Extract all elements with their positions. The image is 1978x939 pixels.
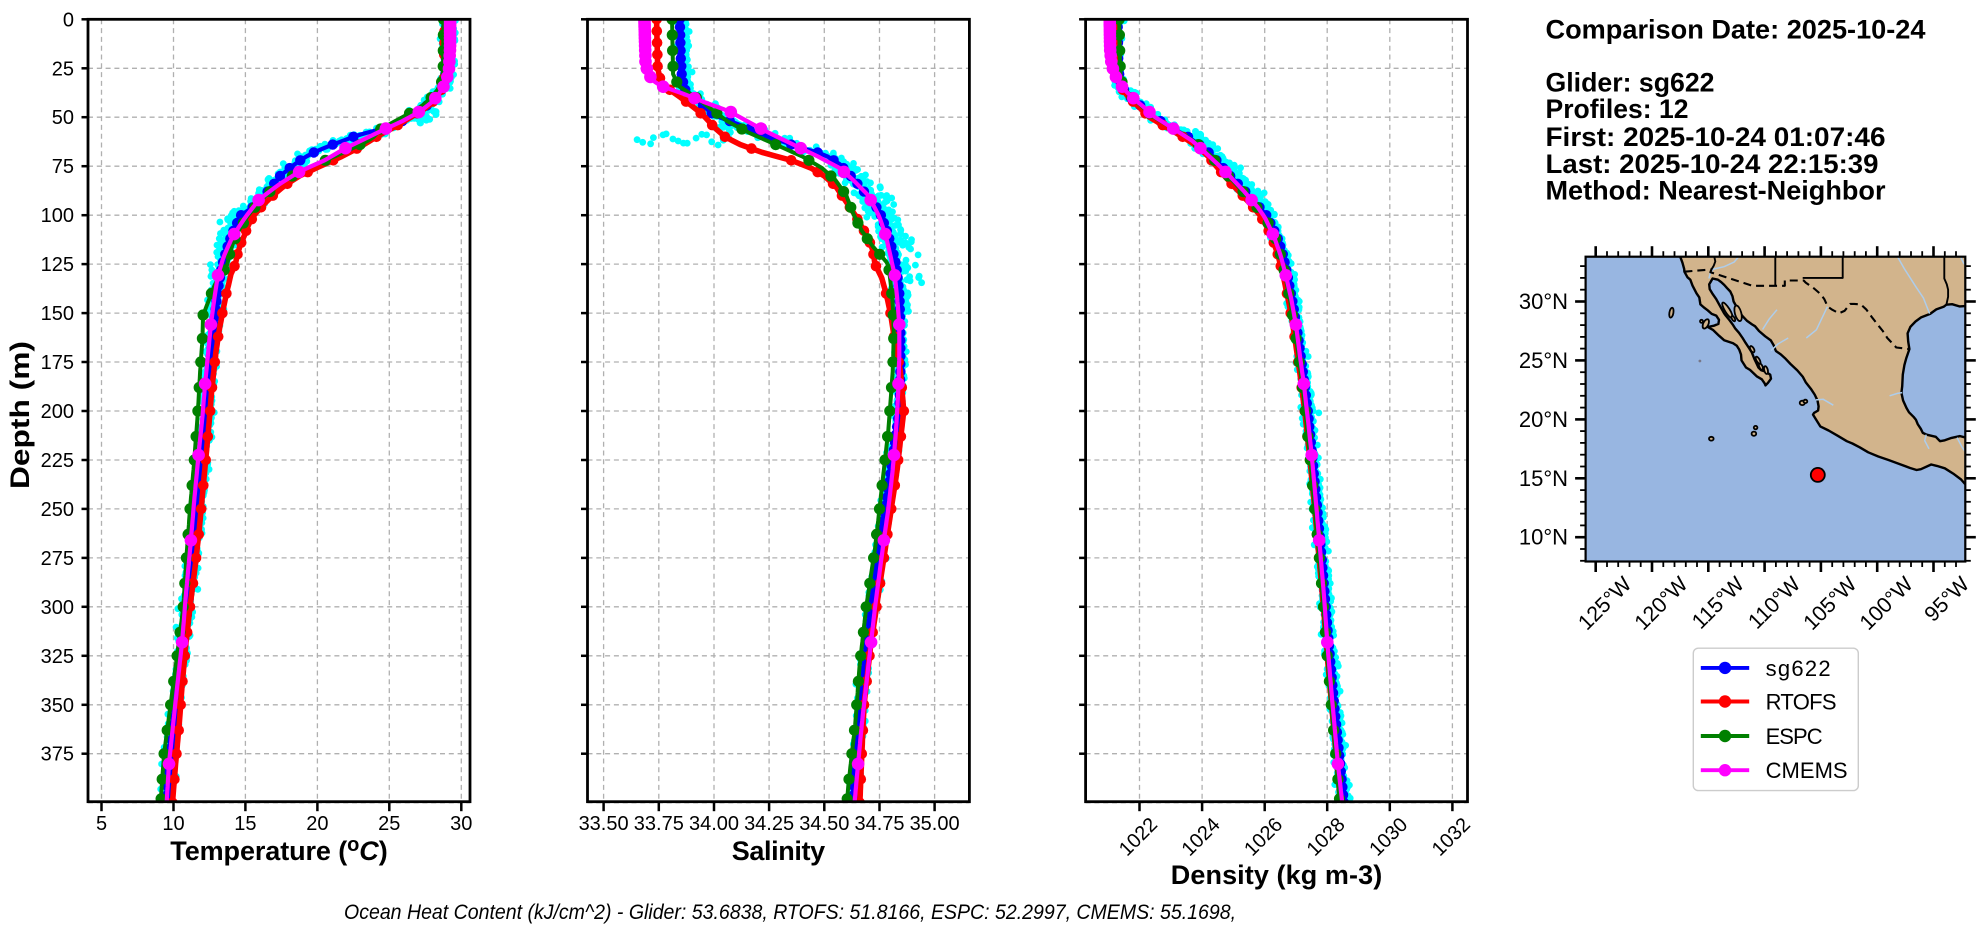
svg-text:275: 275 bbox=[41, 548, 74, 570]
svg-text:33.75: 33.75 bbox=[634, 813, 684, 835]
svg-text:10: 10 bbox=[162, 813, 184, 835]
svg-text:33.50: 33.50 bbox=[579, 813, 629, 835]
svg-text:75: 75 bbox=[52, 156, 74, 178]
svg-text:25: 25 bbox=[378, 813, 400, 835]
svg-text:50: 50 bbox=[52, 107, 74, 129]
svg-text:375: 375 bbox=[41, 744, 74, 766]
svg-text:325: 325 bbox=[41, 646, 74, 668]
svg-text:175: 175 bbox=[41, 352, 74, 374]
svg-text:20: 20 bbox=[306, 813, 328, 835]
svg-text:150: 150 bbox=[41, 303, 74, 325]
svg-text:15: 15 bbox=[234, 813, 256, 835]
svg-text:34.50: 34.50 bbox=[799, 813, 849, 835]
svg-text:35.00: 35.00 bbox=[910, 813, 960, 835]
svg-text:34.75: 34.75 bbox=[854, 813, 904, 835]
svg-text:34.00: 34.00 bbox=[689, 813, 739, 835]
svg-text:5: 5 bbox=[96, 813, 107, 835]
svg-text:30: 30 bbox=[450, 813, 472, 835]
svg-text:250: 250 bbox=[41, 499, 74, 521]
svg-text:125: 125 bbox=[41, 254, 74, 276]
svg-text:100: 100 bbox=[41, 205, 74, 227]
svg-text:0: 0 bbox=[63, 9, 74, 31]
svg-text:25: 25 bbox=[52, 58, 74, 80]
svg-text:34.25: 34.25 bbox=[744, 813, 794, 835]
svg-text:200: 200 bbox=[41, 401, 74, 423]
svg-text:300: 300 bbox=[41, 597, 74, 619]
svg-text:350: 350 bbox=[41, 695, 74, 717]
svg-text:225: 225 bbox=[41, 450, 74, 472]
